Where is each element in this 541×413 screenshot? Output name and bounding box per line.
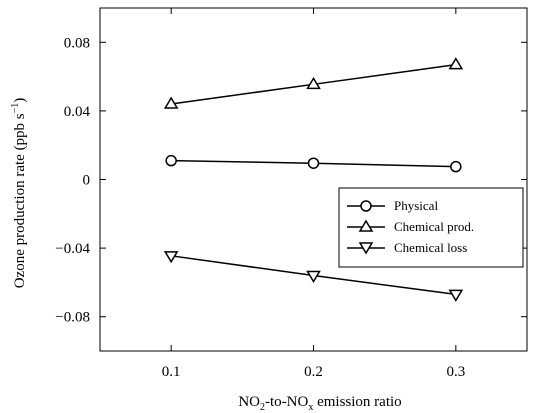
data-point-chemical-prod — [163, 96, 179, 109]
legend: Physical Chemical prod. Chemical loss — [338, 187, 524, 268]
legend-marker-physical — [360, 200, 372, 212]
data-point-physical — [450, 160, 462, 173]
legend-entry-chemical-loss: Chemical loss — [347, 240, 467, 255]
x-tick-label: 0.2 — [304, 364, 323, 380]
y-tick-label: −0.08 — [55, 310, 90, 326]
legend-label-chemical-prod: Chemical prod. — [394, 219, 474, 234]
axes: 0.08 0.04 0 −0.04 −0.08 0.1 0.2 0.3 — [55, 7, 528, 380]
data-point-chemical-loss — [448, 289, 464, 302]
x-tick-label: 0.1 — [162, 364, 181, 380]
y-tick-label: 0.04 — [64, 104, 91, 120]
data-point-physical — [307, 157, 320, 169]
y-tick-label: 0 — [83, 173, 91, 189]
legend-label-physical: Physical — [394, 198, 438, 213]
series-layer — [163, 57, 464, 302]
x-tick-label: 0.3 — [446, 364, 465, 380]
legend-entry-physical: Physical — [347, 198, 438, 213]
y-axis-label: Ozone production rate (ppb s−1) — [10, 98, 28, 289]
data-point-chemical-prod — [306, 76, 321, 90]
plot-frame — [99, 7, 528, 352]
legend-marker-chemical-prod — [358, 219, 374, 232]
data-point-chemical-loss — [306, 270, 321, 283]
y-tick-label: 0.08 — [64, 35, 90, 51]
x-axis-label: NO2-to-NOx emission ratio — [238, 394, 401, 413]
data-point-chemical-prod — [448, 57, 464, 70]
legend-marker-chemical-loss — [358, 242, 374, 255]
data-point-chemical-loss — [163, 251, 179, 264]
legend-label-chemical-loss: Chemical loss — [394, 240, 467, 255]
legend-entry-chemical-prod: Chemical prod. — [347, 219, 474, 234]
data-point-physical — [165, 154, 177, 167]
y-tick-label: −0.04 — [55, 241, 90, 257]
